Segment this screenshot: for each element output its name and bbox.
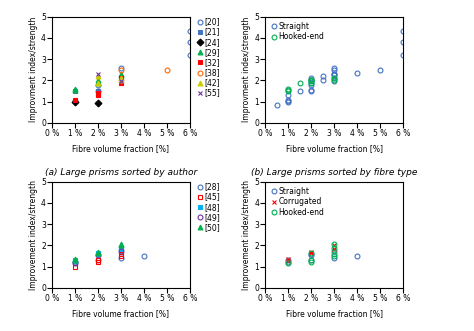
Legend: [28], [45], [48], [49], [50]: [28], [45], [48], [49], [50] (194, 179, 223, 235)
Y-axis label: Improvment index/strength: Improvment index/strength (242, 17, 251, 122)
Text: (b) Large prisms sorted by fibre type: (b) Large prisms sorted by fibre type (251, 168, 417, 177)
X-axis label: Fibre volume fraction [%]: Fibre volume fraction [%] (73, 144, 169, 153)
Legend: Straight, Hooked-end: Straight, Hooked-end (268, 19, 327, 44)
Y-axis label: Improvment index/strength: Improvment index/strength (29, 17, 38, 122)
Legend: [20], [21], [24], [29], [32], [38], [42], [55]: [20], [21], [24], [29], [32], [38], [42]… (194, 15, 223, 101)
Y-axis label: Improvement index/strength: Improvement index/strength (29, 180, 38, 290)
X-axis label: Fibre volume fraction [%]: Fibre volume fraction [%] (73, 309, 169, 318)
X-axis label: Fibre volume fraction [%]: Fibre volume fraction [%] (286, 144, 383, 153)
Y-axis label: Improvement index/strength: Improvement index/strength (242, 180, 251, 290)
Text: (a) Large prisms sorted by author: (a) Large prisms sorted by author (45, 168, 197, 177)
Legend: Straight, Corrugated, Hooked-end: Straight, Corrugated, Hooked-end (268, 184, 327, 220)
X-axis label: Fibre volume fraction [%]: Fibre volume fraction [%] (286, 309, 383, 318)
